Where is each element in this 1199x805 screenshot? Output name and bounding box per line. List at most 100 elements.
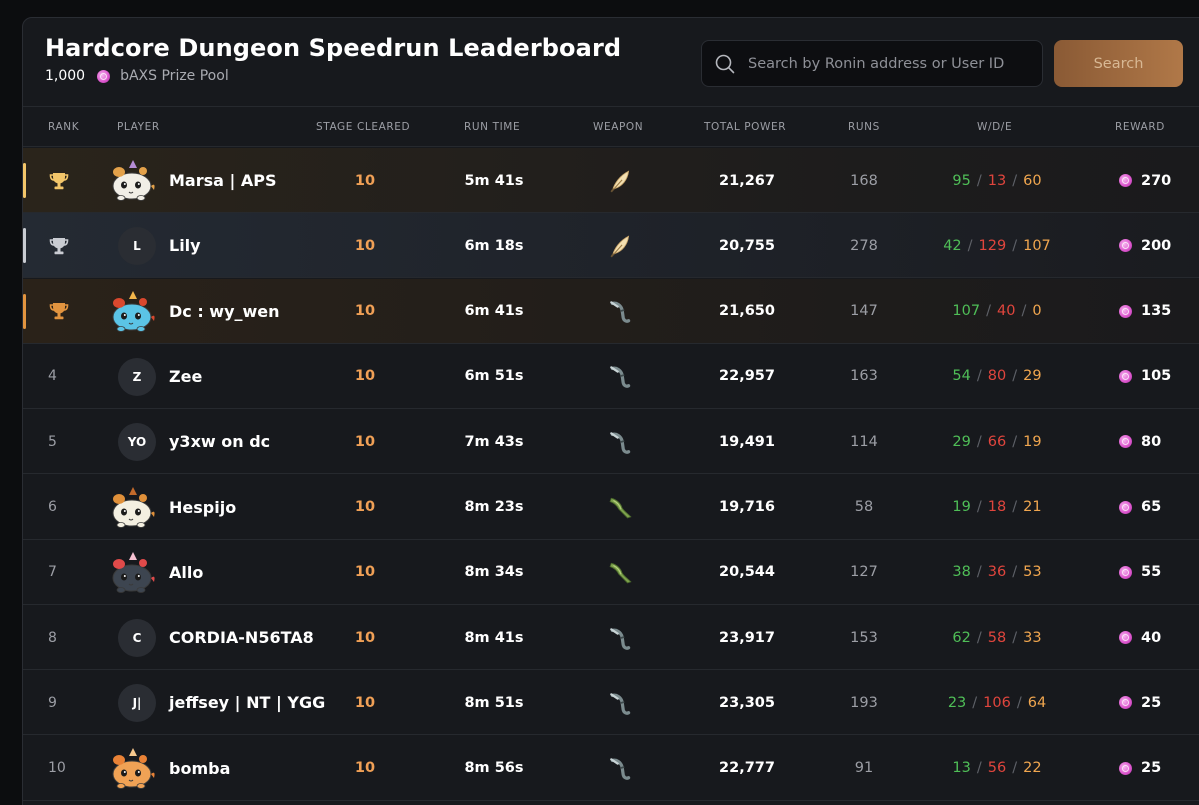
rank-number: 8	[48, 629, 57, 646]
hook-icon	[610, 366, 631, 389]
search-input[interactable]	[748, 55, 1038, 72]
player-cell[interactable]: Allo	[169, 540, 203, 605]
wde-sep-2: /	[1012, 433, 1018, 450]
player-cell[interactable]: Dc : wy_wen	[169, 279, 280, 344]
weapon-cell	[593, 213, 649, 278]
baxs-coin-icon	[1119, 435, 1132, 449]
wde-sep-1: /	[976, 499, 982, 515]
stage-cleared: 10	[354, 629, 376, 646]
wins: 95	[952, 172, 971, 189]
wins: 42	[943, 237, 962, 254]
wde-sep-1: /	[986, 303, 991, 320]
table-row[interactable]: L Lily 10 6m 18s 20,755 278 42 / 129 / 107 2…	[23, 213, 1199, 279]
col-reward[interactable]: REWARD	[1115, 121, 1165, 133]
wde-sep-2: /	[1012, 629, 1018, 646]
reward-amount: 270	[1141, 172, 1172, 189]
table-row[interactable]: 9 J| jeffsey | NT | YGG 10 8m 51s 23,305…	[23, 670, 1199, 736]
runs-count: 127	[850, 564, 878, 581]
player-cell[interactable]: Lily	[169, 213, 201, 278]
player-cell[interactable]: jeffsey | NT | YGG	[169, 670, 325, 735]
search-button[interactable]: Search	[1054, 40, 1183, 87]
player-name[interactable]: Allo	[169, 562, 204, 582]
total-power: 20,544	[719, 564, 775, 581]
col-runs[interactable]: RUNS	[848, 121, 880, 133]
table-row[interactable]: Marsa | APS 10 5m 41s 21,267 168 95 / 13 / 6…	[23, 148, 1199, 213]
total-power: 22,957	[719, 368, 775, 385]
player-name[interactable]: bomba	[169, 758, 231, 778]
player-name[interactable]: Zee	[169, 366, 203, 386]
wde-record: 62 / 58 / 33	[923, 605, 1071, 670]
stage-cleared: 10	[354, 564, 376, 581]
wde-sep-2: /	[1012, 368, 1018, 385]
player-cell[interactable]: bomba	[169, 736, 230, 801]
rank-accent	[23, 163, 26, 198]
wde-sep-1: /	[976, 564, 982, 581]
col-player[interactable]: PLAYER	[117, 121, 160, 133]
player-cell[interactable]: y3xw on dc	[169, 409, 270, 474]
table-row[interactable]: 4 Z Zee 10 6m 51s 22,957 163 54 / 80 / 29 10…	[23, 344, 1199, 409]
table-row[interactable]: 7 Allo 10 8m 34s 20,544 127 38 / 36 / 53 55	[23, 540, 1199, 605]
col-rank[interactable]: RANK	[48, 121, 80, 133]
total-power: 21,267	[719, 172, 775, 189]
rank-cell: 9	[48, 670, 78, 735]
player-name[interactable]: y3xw on dc	[169, 432, 271, 452]
search-field[interactable]	[701, 40, 1043, 87]
stage-cleared: 10	[354, 499, 376, 515]
wde-record: 42 / 129 / 107	[923, 213, 1071, 278]
reward-cell: 135	[1119, 279, 1189, 344]
draws: 129	[978, 237, 1007, 254]
table-row[interactable]: 6 Hespijo 10 8m 23s 19,716 58 19 / 18 / 21 6…	[23, 475, 1199, 540]
wde-sep-2: /	[1016, 694, 1022, 711]
wde-record: 107 / 40 / 0	[923, 279, 1071, 344]
col-runtime[interactable]: RUN TIME	[464, 121, 521, 133]
rank-number: 4	[48, 368, 57, 385]
table-row[interactable]: 10 bomba 10 8m 56s 22,777 91 13 / 56 / 22	[23, 736, 1199, 801]
run-time: 6m 51s	[464, 368, 524, 385]
col-power[interactable]: TOTAL POWER	[704, 121, 787, 133]
player-cell[interactable]: CORDIA-N56TA8	[169, 605, 314, 670]
reward-amount: 40	[1141, 629, 1162, 646]
axie-avatar-icon	[112, 551, 155, 593]
col-weapon[interactable]: WEAPON	[593, 121, 644, 133]
player-name[interactable]: Lily	[169, 236, 201, 256]
trophy-icon	[49, 303, 69, 320]
escapes: 53	[1023, 564, 1042, 581]
reward-cell: 80	[1119, 409, 1189, 474]
baxs-coin-icon	[1119, 761, 1132, 775]
player-name[interactable]: Hespijo	[169, 497, 237, 517]
runs-count: 168	[850, 172, 878, 189]
prize-label: bAXS Prize Pool	[120, 68, 229, 84]
table-row[interactable]: 5 YO y3xw on dc 10 7m 43s 19,491 114 29 /…	[23, 409, 1199, 475]
escapes: 33	[1023, 629, 1042, 646]
escapes: 64	[1027, 694, 1047, 711]
player-name[interactable]: CORDIA-N56TA8	[169, 628, 314, 648]
baxs-coin-icon	[1119, 369, 1132, 383]
player-name[interactable]: Dc : wy_wen	[169, 301, 280, 321]
total-power: 21,650	[719, 303, 775, 320]
wde-record: 29 / 66 / 19	[923, 409, 1071, 474]
runs-count: 114	[850, 433, 878, 450]
col-wde[interactable]: W/D/E	[977, 121, 1013, 133]
player-name[interactable]: jeffsey | NT | YGG	[169, 693, 326, 713]
wde-record: 13 / 56 / 22	[923, 736, 1071, 801]
total-power: 19,716	[719, 499, 775, 515]
wins: 13	[952, 760, 971, 777]
col-stage[interactable]: STAGE CLEARED	[316, 121, 411, 133]
player-cell[interactable]: Marsa | APS	[169, 148, 277, 213]
stage-cleared: 10	[354, 760, 376, 777]
reward-cell: 55	[1119, 540, 1189, 605]
wins: 19	[952, 499, 971, 515]
wde-sep-1: /	[976, 172, 982, 189]
reward-amount: 200	[1141, 237, 1172, 254]
reward-cell: 270	[1119, 148, 1189, 213]
baxs-coin-icon	[97, 69, 111, 83]
wde-record: 54 / 80 / 29	[923, 344, 1071, 409]
wde-sep-2: /	[1012, 237, 1018, 254]
player-cell[interactable]: Zee	[169, 344, 202, 409]
player-name[interactable]: Marsa | APS	[169, 171, 277, 190]
stage-cleared: 10	[354, 694, 376, 711]
table-row[interactable]: 8 C CORDIA-N56TA8 10 8m 41s 23,917 153 6…	[23, 605, 1199, 671]
player-cell[interactable]: Hespijo	[169, 475, 236, 540]
baxs-coin-icon	[1119, 565, 1132, 579]
table-row[interactable]: Dc : wy_wen 10 6m 41s 21,650 147 107 / 40 /…	[23, 278, 1199, 344]
